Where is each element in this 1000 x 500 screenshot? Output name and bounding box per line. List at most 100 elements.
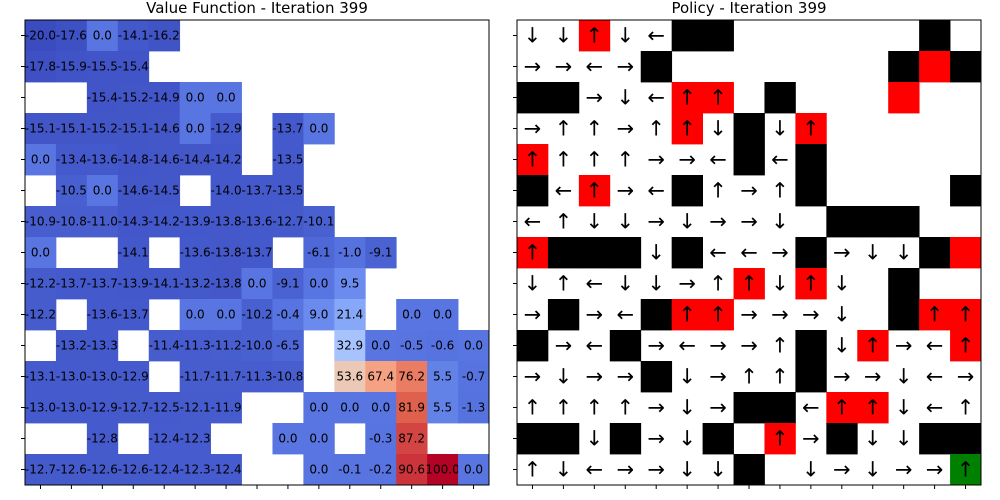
value-cell	[117, 82, 150, 114]
policy-arrow: ↑	[555, 272, 573, 296]
policy-arrow: →	[647, 427, 665, 451]
wall-cell	[795, 237, 827, 269]
policy-arrow: ↓	[802, 458, 820, 482]
value-cell	[148, 144, 181, 176]
value-label: -15.2	[118, 91, 149, 105]
wall-cell	[888, 51, 920, 83]
value-label: -13.6	[87, 308, 118, 322]
wall-cell	[640, 361, 673, 393]
policy-arrow: ↓	[678, 365, 696, 389]
red-cell	[517, 144, 549, 176]
value-label: -12.7	[272, 215, 303, 229]
value-label: -12.4	[149, 432, 180, 446]
policy-arrow: ←	[524, 210, 542, 234]
value-cell	[148, 206, 181, 238]
value-label: -13.0	[87, 370, 118, 384]
value-label: -14.1	[118, 29, 149, 43]
value-label: -15.9	[56, 60, 87, 74]
value-cell	[458, 361, 490, 393]
wall-cell	[671, 237, 703, 269]
red-cell	[517, 237, 549, 269]
policy-arrow: →	[740, 334, 758, 358]
value-cell	[334, 299, 366, 331]
value-label: -13.2	[180, 277, 211, 291]
policy-arrow: ←	[926, 334, 944, 358]
value-label: 0.0	[217, 308, 236, 322]
policy-arrow: →	[555, 334, 573, 358]
policy-arrow: ←	[555, 179, 573, 203]
policy-arrow: ↑	[864, 396, 882, 420]
value-cell	[396, 454, 428, 486]
red-cell	[950, 299, 982, 331]
policy-arrow: ↓	[678, 458, 696, 482]
policy-arrow: →	[771, 241, 789, 265]
wall-cell	[733, 392, 765, 424]
value-cell	[241, 299, 273, 331]
value-cell	[117, 268, 150, 300]
value-cell	[25, 206, 57, 238]
value-cell	[148, 454, 181, 486]
policy-arrow: ↑	[586, 117, 604, 141]
value-cell	[272, 113, 304, 145]
policy-arrow: ←	[647, 24, 665, 48]
value-label: -13.7	[87, 277, 118, 291]
policy-arrow: →	[616, 55, 634, 79]
value-label: -11.3	[241, 370, 272, 384]
policy-arrow: ↓	[616, 86, 634, 110]
red-cell	[671, 113, 703, 145]
policy-arrow: ↓	[864, 241, 882, 265]
value-label: -13.7	[56, 277, 87, 291]
policy-arrow: ↑	[555, 396, 573, 420]
red-cell	[795, 268, 827, 300]
policy-arrow: →	[647, 396, 665, 420]
value-cell	[117, 144, 150, 176]
value-label: 87.2	[398, 432, 425, 446]
policy-arrow: ←	[586, 334, 604, 358]
value-label: 0.0	[309, 277, 328, 291]
value-cell	[210, 361, 242, 393]
value-label: -16.2	[149, 29, 180, 43]
policy-arrow: ↑	[555, 117, 573, 141]
value-label: -13.0	[56, 401, 87, 415]
value-label: 0.0	[247, 277, 266, 291]
value-label: -14.2	[211, 153, 242, 167]
policy-arrow: ↑	[833, 396, 851, 420]
value-function-title: Value Function - Iteration 399	[146, 0, 368, 17]
value-cell	[272, 268, 304, 300]
value-cell	[241, 330, 273, 362]
wall-cell	[547, 237, 580, 269]
policy-arrow: ↓	[771, 272, 789, 296]
value-cell	[86, 206, 119, 238]
value-cell	[458, 392, 490, 424]
policy-arrow: →	[586, 365, 604, 389]
value-cell	[86, 20, 119, 52]
value-cell	[179, 454, 211, 486]
value-label: -13.6	[180, 246, 211, 260]
value-label: -13.8	[211, 246, 242, 260]
wall-cell	[671, 175, 703, 207]
value-cell	[303, 206, 335, 238]
value-cell	[179, 299, 211, 331]
value-label: -12.7	[118, 401, 149, 415]
policy-arrow: →	[895, 334, 913, 358]
wall-cell	[609, 330, 642, 362]
value-cell	[55, 20, 88, 52]
policy-arrow: →	[678, 272, 696, 296]
wall-cell	[640, 51, 673, 83]
red-cell	[826, 392, 858, 424]
value-cell	[272, 299, 304, 331]
value-cell	[148, 423, 181, 455]
policy-arrow: ↑	[524, 458, 542, 482]
policy-arrow: ↓	[555, 365, 573, 389]
value-cell	[117, 454, 150, 486]
policy-arrow: →	[616, 365, 634, 389]
red-cell	[733, 268, 765, 300]
value-label: 0.0	[309, 401, 328, 415]
red-cell	[888, 82, 920, 114]
value-label: -13.7	[118, 308, 149, 322]
value-label: 81.9	[398, 401, 425, 415]
value-cell	[25, 299, 57, 331]
value-cell	[272, 144, 304, 176]
value-cell	[86, 51, 119, 83]
value-cell	[396, 330, 428, 362]
